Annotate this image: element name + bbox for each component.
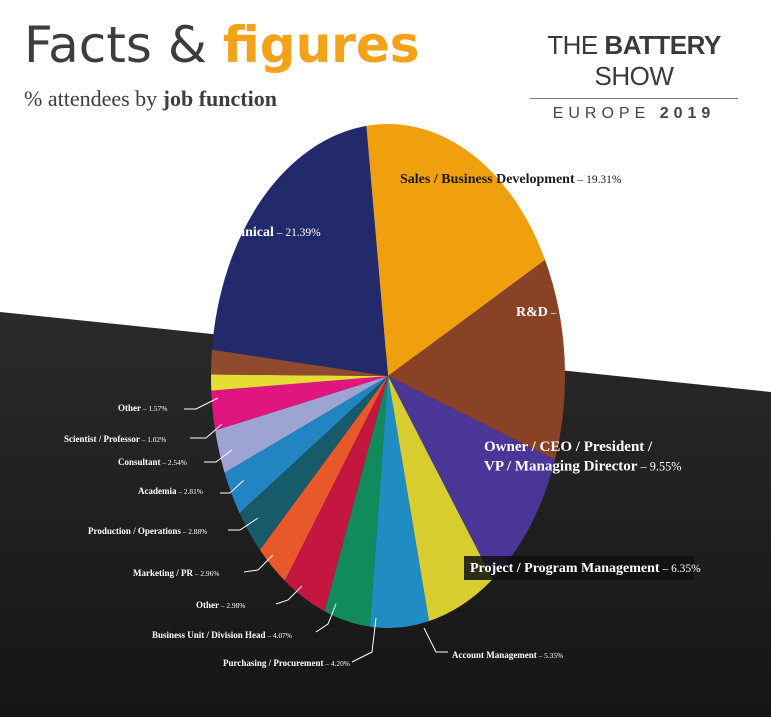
slice-label-marketing-pr-8: Marketing / PR – 2.96% [133, 568, 219, 578]
label-backdrop [464, 556, 694, 580]
pie-slice-academia-10 [215, 376, 388, 473]
pie-slice-consultant-11 [211, 376, 388, 431]
brand-region: EUROPE 2019 [530, 105, 738, 123]
header: Facts & figures % attendees by job funct… [24, 20, 420, 112]
pie-slice-marketing-pr-8 [239, 376, 388, 550]
slice-label-name: Marketing / PR [133, 568, 193, 578]
slice-label-owner-ceo-president-vp-managing-director-2: Owner / CEO / President / VP / Managing D… [484, 439, 682, 475]
leader-line-scientist-professor-12 [190, 423, 223, 439]
brand-name: THE BATTERY SHOW [530, 30, 738, 99]
pie-slice-other-7 [259, 376, 388, 581]
slice-label-engineer-technical-14: Engineer / Technical – 21.39% [152, 225, 321, 240]
title-accent: figures [222, 16, 420, 74]
slice-label-name: Project / Program Management [470, 561, 660, 576]
slice-label-r-d-1: R&D – 13.02% [516, 305, 595, 320]
title-main: Facts & [24, 16, 223, 74]
slice-label-name: Consultant [118, 457, 161, 467]
slice-label-name: Scientist / Professor [64, 434, 140, 444]
pie-slice-engineer-technical-14 [211, 125, 388, 376]
leader-line-purchasing-procurement-5 [351, 617, 377, 663]
slice-label-value: – 4.07% [266, 631, 292, 640]
slice-label-value: – 2.81% [177, 487, 203, 496]
pie-slice-owner-ceo-president-vp-managing-director-2 [388, 376, 555, 580]
slice-label-name: Account Management [452, 650, 537, 660]
slice-label-production-operations-9: Production / Operations – 2.88% [88, 526, 207, 536]
slice-label-value: – 21.39% [274, 227, 321, 239]
subtitle-bold: job function [162, 86, 277, 111]
brand-name-prefix: THE [547, 30, 605, 60]
pie-slice-business-unit-division-head-6 [284, 376, 388, 612]
slice-label-value: – 2.88% [181, 527, 207, 536]
slice-label-project-program-management-3: Project / Program Management – 6.35% [470, 561, 701, 576]
slice-label-value: – 1.02% [140, 435, 166, 444]
slice-label-name: Other [196, 600, 219, 610]
brand-name-suffix: SHOW [594, 61, 674, 91]
slice-label-name: Engineer / Technical [152, 225, 274, 240]
slice-label-academia-10: Academia – 2.81% [138, 486, 203, 496]
brand-name-bold: BATTERY [604, 30, 721, 60]
brand-year: 2019 [659, 105, 716, 122]
slice-label-consultant-11: Consultant – 2.54% [118, 457, 187, 467]
brand-logo: THE BATTERY SHOW EUROPE 2019 [530, 30, 738, 123]
slice-label-value: – 1.57% [141, 404, 167, 413]
slice-label-value: – 13.02% [548, 307, 595, 319]
pie-slice-scientist-professor-12 [210, 374, 388, 391]
slice-label-sales-business-development-0: Sales / Business Development – 19.31% [400, 172, 622, 187]
slice-label-other-7: Other – 2.98% [196, 600, 245, 610]
pie-slice-other-13 [211, 349, 388, 376]
leader-line-account-management-4 [423, 627, 448, 653]
slice-label-name: Sales / Business Development [400, 172, 575, 187]
leader-line-marketing-pr-8 [243, 554, 274, 573]
slice-label-value: – 4.20% [324, 659, 350, 668]
leader-line-other-13 [184, 397, 219, 410]
subtitle-prefix: % attendees by [24, 86, 163, 111]
pie-slices [210, 124, 565, 629]
leader-line-academia-10 [220, 479, 245, 494]
slice-label-name: Production / Operations [88, 526, 181, 536]
pie-slice-sales-business-development-0 [366, 124, 546, 377]
slice-label-value: – 2.98% [219, 601, 245, 610]
slice-label-value: – 2.54% [161, 458, 187, 467]
slice-label-other-13: Other – 1.57% [118, 403, 167, 413]
pie-slice-account-management-4 [369, 376, 429, 629]
slice-label-value: – 9.55% [637, 460, 681, 474]
leader-line-business-unit-division-head-6 [315, 603, 337, 633]
page-subtitle: % attendees by job function [24, 86, 420, 112]
slice-label-value: – 5.35% [537, 651, 563, 660]
slice-label-name: VP / Managing Director [484, 459, 638, 475]
pie-slice-purchasing-procurement-5 [324, 376, 388, 627]
slice-label-name: Purchasing / Procurement [223, 658, 324, 668]
page-title: Facts & figures [24, 20, 420, 70]
slice-label-name: Owner / CEO / President / [484, 439, 653, 455]
slice-label-scientist-professor-12: Scientist / Professor – 1.02% [64, 434, 166, 444]
slice-label-business-unit-division-head-6: Business Unit / Division Head – 4.07% [152, 630, 292, 640]
slice-label-account-management-4: Account Management – 5.35% [452, 650, 563, 660]
slice-label-value: – 2.96% [193, 569, 219, 578]
slice-label-purchasing-procurement-5: Purchasing / Procurement – 4.20% [223, 658, 350, 668]
leader-line-consultant-11 [204, 449, 233, 463]
slice-label-name: Other [118, 403, 141, 413]
leader-line-production-operations-9 [228, 517, 259, 531]
slice-labels: Sales / Business Development – 19.31% R&D… [64, 172, 701, 668]
brand-region-text: EUROPE [552, 105, 660, 122]
pie-slice-production-operations-9 [224, 376, 388, 514]
slice-label-name: R&D [516, 305, 548, 320]
leader-line-other-7 [275, 585, 303, 605]
slice-label-value: – 19.31% [575, 174, 622, 186]
pie-slice-r-d-1 [388, 259, 565, 460]
leader-lines [184, 397, 448, 663]
slice-label-name: Academia [138, 486, 177, 496]
slice-label-value: – 6.35% [660, 563, 702, 575]
slice-label-name: Business Unit / Division Head [152, 630, 266, 640]
